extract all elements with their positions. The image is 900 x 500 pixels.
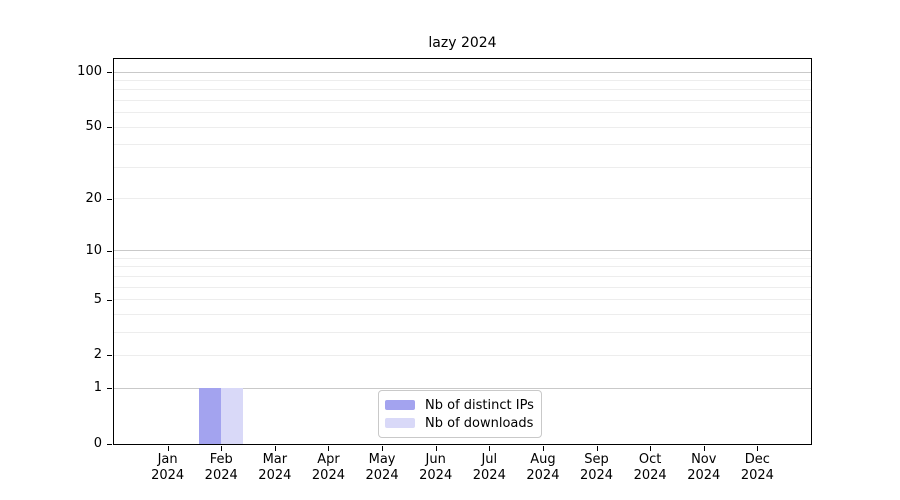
y-tick-label: 100 bbox=[77, 64, 102, 80]
y-tick-label: 0 bbox=[93, 436, 102, 451]
minor-gridline bbox=[114, 198, 811, 200]
x-tick-label: Jun 2024 bbox=[419, 452, 453, 483]
plot-area bbox=[113, 58, 812, 445]
y-tick-label: 2 bbox=[93, 347, 102, 363]
minor-gridline bbox=[114, 100, 811, 102]
y-tick-label: 5 bbox=[93, 291, 102, 307]
x-tick-label: Dec 2024 bbox=[740, 452, 774, 483]
y-tick-mark bbox=[107, 388, 112, 390]
minor-gridline bbox=[114, 313, 811, 315]
x-tick-mark bbox=[274, 446, 276, 451]
x-tick-label: Sep 2024 bbox=[579, 452, 614, 483]
minor-gridline bbox=[114, 275, 811, 277]
bar-feb-series1 bbox=[221, 388, 244, 444]
x-tick-mark bbox=[167, 446, 169, 451]
major-gridline bbox=[114, 387, 811, 389]
x-tick-mark bbox=[489, 446, 491, 451]
minor-gridline bbox=[114, 286, 811, 288]
x-tick-mark bbox=[703, 446, 705, 451]
y-tick-mark bbox=[107, 198, 112, 200]
y-tick-mark bbox=[107, 127, 112, 129]
minor-gridline bbox=[114, 166, 811, 168]
minor-gridline bbox=[114, 89, 811, 91]
x-tick-mark bbox=[757, 446, 759, 451]
major-gridline bbox=[114, 250, 811, 252]
y-tick-mark bbox=[107, 299, 112, 301]
minor-gridline bbox=[114, 80, 811, 82]
legend-swatch-downloads bbox=[385, 418, 415, 428]
chart-title: lazy 2024 bbox=[428, 35, 497, 51]
minor-gridline bbox=[114, 266, 811, 268]
minor-gridline bbox=[114, 258, 811, 259]
legend-entry-downloads: Nb of downloads bbox=[385, 414, 533, 432]
x-tick-mark bbox=[221, 446, 223, 451]
x-tick-mark bbox=[328, 446, 330, 451]
legend-swatch-distinct-ips bbox=[385, 400, 415, 410]
y-tick-mark bbox=[107, 444, 112, 445]
x-tick-label: Apr 2024 bbox=[311, 452, 345, 483]
legend-entry-distinct-ips: Nb of distinct IPs bbox=[385, 396, 534, 414]
minor-gridline bbox=[114, 112, 811, 114]
major-gridline bbox=[114, 71, 811, 73]
y-tick-label: 20 bbox=[85, 190, 102, 206]
x-tick-label: Jan 2024 bbox=[151, 452, 185, 483]
x-tick-mark bbox=[650, 446, 652, 451]
y-tick-mark bbox=[107, 355, 112, 357]
legend-label-downloads: Nb of downloads bbox=[425, 415, 534, 431]
x-tick-mark bbox=[596, 446, 598, 451]
y-tick-label: 50 bbox=[85, 119, 102, 135]
x-tick-mark bbox=[435, 446, 437, 451]
bar-feb-series0 bbox=[199, 388, 222, 444]
x-tick-label: Feb 2024 bbox=[204, 452, 238, 483]
minor-gridline bbox=[114, 144, 811, 146]
x-tick-label: Aug 2024 bbox=[526, 452, 560, 483]
x-tick-mark bbox=[382, 446, 384, 451]
y-tick-mark bbox=[107, 72, 112, 74]
x-tick-label: Oct 2024 bbox=[633, 452, 667, 483]
minor-gridline bbox=[114, 126, 811, 128]
x-tick-label: May 2024 bbox=[365, 452, 399, 483]
y-tick-mark bbox=[107, 250, 112, 252]
legend: Nb of distinct IPs Nb of downloads bbox=[378, 390, 542, 438]
minor-gridline bbox=[114, 299, 811, 301]
x-tick-mark bbox=[542, 446, 544, 451]
legend-label-distinct-ips: Nb of distinct IPs bbox=[425, 397, 534, 413]
x-tick-label: Mar 2024 bbox=[258, 452, 292, 483]
y-tick-label: 1 bbox=[93, 380, 102, 396]
x-tick-label: Nov 2024 bbox=[687, 452, 721, 483]
y-tick-label: 10 bbox=[85, 242, 102, 258]
minor-gridline bbox=[114, 331, 811, 333]
minor-gridline bbox=[114, 354, 811, 356]
x-tick-label: Jul 2024 bbox=[472, 452, 506, 483]
